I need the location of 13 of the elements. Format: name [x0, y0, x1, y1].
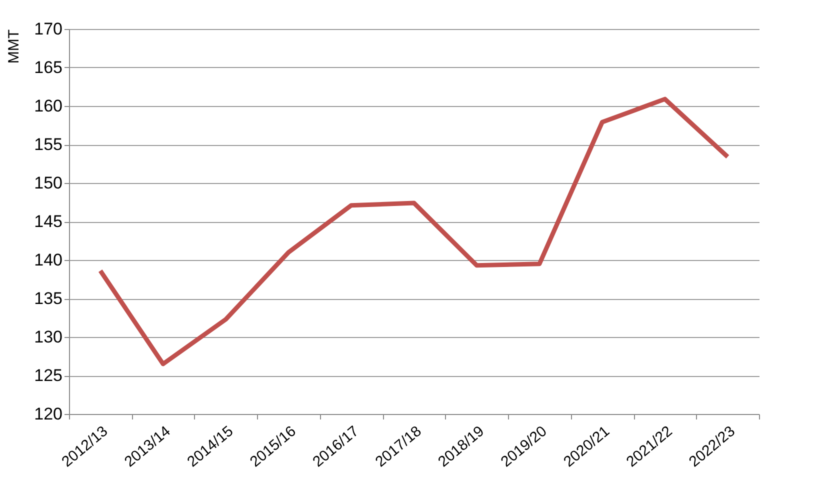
y-axis-title: MMT [6, 30, 22, 64]
y-tick-label: 160 [34, 96, 62, 116]
y-tick-label: 130 [34, 328, 62, 346]
y-tick-label: 140 [34, 250, 62, 270]
y-tick-label: 150 [34, 174, 62, 192]
y-tick-label: 145 [34, 212, 62, 231]
y-tick-label: 120 [34, 404, 62, 424]
y-tick-label: 155 [34, 135, 62, 154]
y-tick-label: 165 [34, 58, 62, 77]
line-series [98, 96, 730, 366]
y-tick-label: 135 [34, 289, 62, 308]
y-tick-label: 125 [34, 366, 62, 385]
y-tick-label: 170 [34, 20, 62, 38]
